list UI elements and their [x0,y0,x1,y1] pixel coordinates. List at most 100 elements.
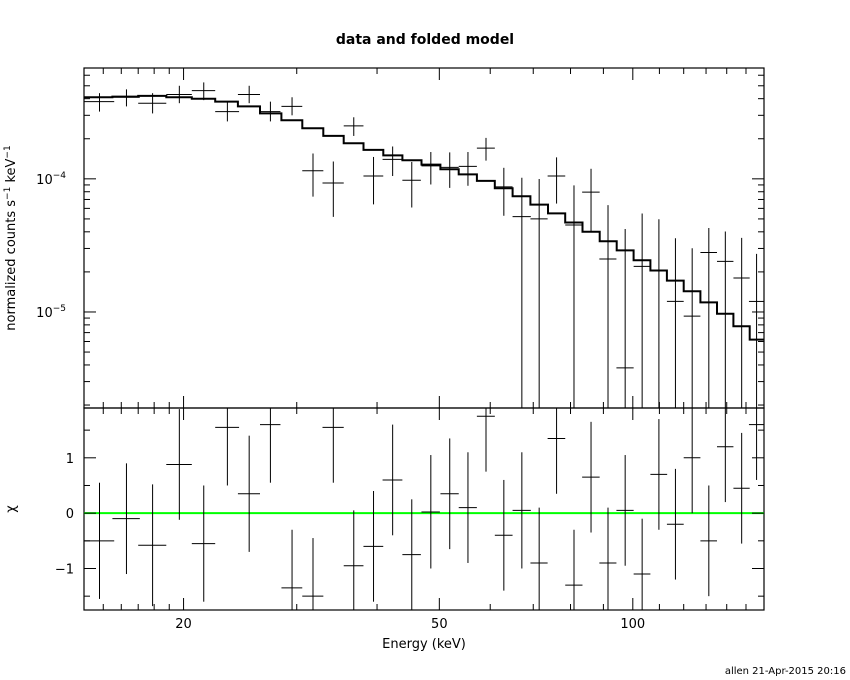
y-axis-label-bottom: χ [4,505,19,513]
data-point [683,248,701,408]
residual-point [322,408,344,483]
bottom-data-points [84,408,764,610]
residual-point [112,463,140,575]
residual-point [302,538,324,610]
data-point [363,156,384,205]
top-ytick-labels: 10−410−5 [36,171,66,321]
ylabel-sup2: −1 [3,145,13,158]
residual-point [530,507,548,610]
data-point [440,152,459,188]
residual-point [565,529,583,610]
residual-point [599,507,617,610]
y-tick-base: 10 [36,306,53,321]
ylabel-main: normalized counts s [4,200,19,331]
residual-point [138,484,167,607]
residual-point [616,455,634,566]
top-ticks [84,68,765,408]
y-tick-label: 0 [66,507,74,522]
bottom-ticks [84,408,765,610]
x-tick-label: 50 [431,617,448,632]
data-point [530,179,548,408]
residual-point [650,419,668,530]
x-tick-labels: 20 50 100 [175,617,645,632]
ylabel-sup1: −1 [3,187,13,200]
x-tick-label: 20 [175,617,192,632]
data-point [599,205,617,408]
data-point [302,153,324,197]
residual-point [191,485,216,602]
data-point [666,238,684,408]
residual-point [259,408,281,483]
residual-point [582,421,600,533]
data-point [138,93,167,114]
residual-point [237,435,260,552]
data-point [633,213,651,408]
data-point [402,161,421,208]
data-point [281,97,303,116]
x-axis-label: Energy (keV) [382,637,466,652]
x-tick-label: 100 [620,617,645,632]
data-point [512,177,531,408]
data-point [215,101,240,122]
y-tick-label: 1 [66,452,74,467]
residual-point [633,518,651,610]
data-point [700,228,717,408]
residual-point [382,424,403,536]
y-tick-base: 10 [36,173,53,188]
top-panel: 10−410−5 [36,67,765,409]
bottom-panel: 1 0 −1 [55,407,765,611]
data-point [616,228,634,408]
y-tick-label: 10−5 [36,304,66,321]
bottom-ytick-labels: 1 0 −1 [55,452,74,578]
data-point [166,85,192,104]
data-point [565,185,583,408]
data-point [716,231,734,408]
residual-point [215,408,240,486]
residual-point [666,468,684,580]
residual-point [748,408,764,480]
residual-point [281,529,303,610]
residual-point [363,491,384,602]
residual-point [716,408,734,503]
data-point [458,152,477,186]
y-axis-label-top: normalized counts s−1 keV−1 [3,145,19,330]
data-point [421,152,440,185]
data-point [547,157,566,204]
y-tick-label: −1 [55,562,74,577]
data-point [343,117,364,136]
data-point [582,168,600,232]
residual-point [476,408,495,472]
residual-point [458,452,477,563]
data-point [748,253,764,408]
residual-point [494,479,513,591]
footer-stamp: allen 21-Apr-2015 20:16 [725,666,846,677]
residual-point [166,409,192,520]
data-point [733,237,750,408]
residual-point [421,455,440,569]
bottom-panel-frame [83,407,765,611]
residual-point [733,432,750,544]
residual-point [700,485,717,597]
residual-point [84,482,115,599]
data-point [84,93,115,112]
residual-point [440,438,459,550]
data-point [259,101,281,122]
data-point [322,161,344,217]
data-point [476,137,495,161]
data-point [650,219,668,408]
residual-point [512,452,531,569]
data-point [494,167,513,216]
data-point [382,146,403,177]
residual-point [683,408,701,514]
chart-title: data and folded model [336,32,514,48]
data-point [191,82,216,101]
residual-point [343,510,364,610]
data-point [112,89,140,107]
residual-point [402,499,421,610]
y-tick-exp: −5 [53,304,66,314]
y-tick-exp: −4 [53,171,67,181]
top-data-points [84,82,764,408]
y-tick-label: 10−4 [36,171,66,188]
